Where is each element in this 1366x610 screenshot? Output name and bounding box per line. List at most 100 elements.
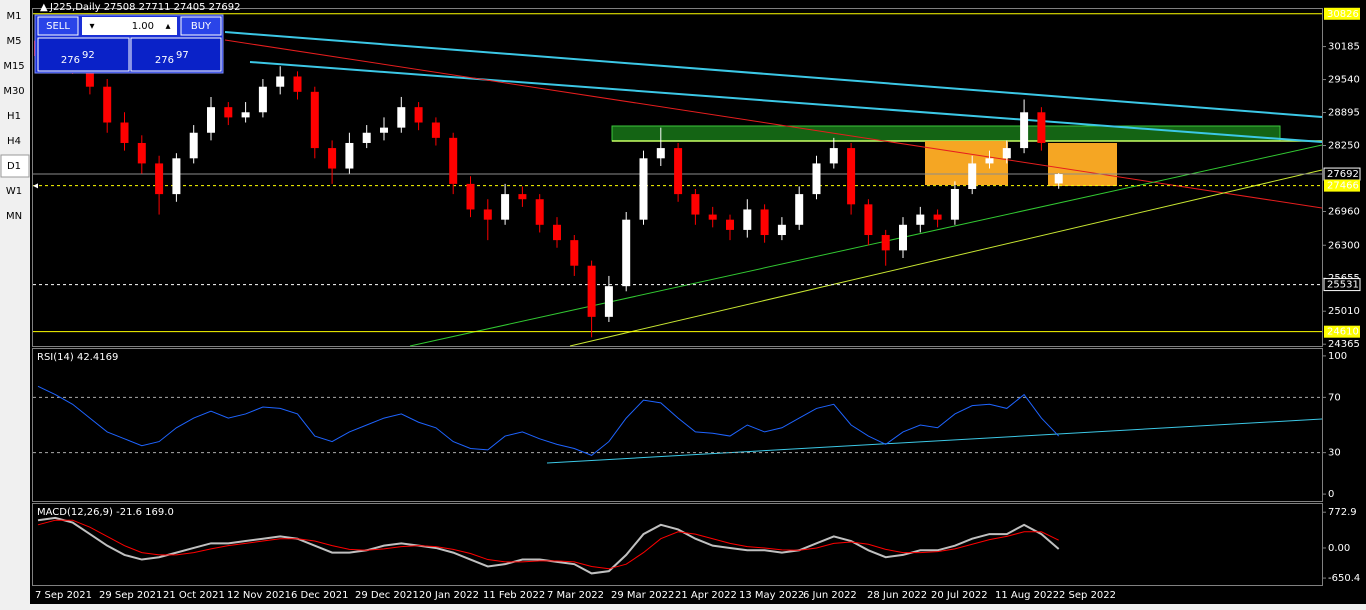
lot-value[interactable]: 1.00 bbox=[132, 21, 154, 32]
level-label: 27466 bbox=[1327, 181, 1359, 192]
trend-line bbox=[249, 61, 1323, 143]
level-label: 27692 bbox=[1327, 169, 1359, 180]
timeframe[interactable]: MN bbox=[6, 211, 22, 222]
candle bbox=[985, 158, 994, 164]
y-tick-label: 28895 bbox=[1328, 108, 1360, 119]
candle bbox=[1037, 112, 1046, 143]
timeframe[interactable]: H1 bbox=[7, 111, 21, 122]
candle bbox=[570, 240, 579, 266]
timeframes: M1 M5 M15 M30 H1 H4 D1 W1 MN bbox=[0, 11, 30, 222]
sell-label[interactable]: SELL bbox=[46, 21, 70, 32]
sell-button[interactable] bbox=[37, 16, 79, 36]
candle bbox=[276, 76, 285, 87]
candle bbox=[224, 107, 233, 118]
sell-price-small: 92 bbox=[82, 50, 95, 61]
candle bbox=[85, 66, 94, 87]
candle bbox=[155, 163, 164, 195]
x-tick-label: 7 Sep 2021 bbox=[35, 590, 92, 601]
candle bbox=[120, 122, 129, 143]
candle bbox=[518, 194, 527, 200]
timeframe[interactable]: D1 bbox=[7, 161, 21, 172]
sell-price-big: 276 bbox=[61, 55, 80, 66]
candle bbox=[812, 163, 821, 195]
x-tick-label: 7 Mar 2022 bbox=[547, 590, 604, 601]
buy-price-box[interactable] bbox=[130, 37, 222, 72]
x-tick-label: 12 Nov 2021 bbox=[227, 590, 291, 601]
y-tick-label: 70 bbox=[1328, 392, 1341, 403]
y-tick-label: 100 bbox=[1328, 351, 1347, 362]
level-label: 24610 bbox=[1327, 327, 1359, 338]
timeframe[interactable]: M30 bbox=[3, 86, 24, 97]
x-tick-label: 6 Dec 2021 bbox=[291, 590, 349, 601]
candle bbox=[466, 183, 475, 210]
candle bbox=[777, 224, 786, 236]
candle bbox=[968, 163, 977, 189]
candle bbox=[1054, 174, 1063, 184]
y-tick-label: 26300 bbox=[1328, 240, 1360, 251]
candle bbox=[691, 194, 700, 215]
candle bbox=[674, 148, 683, 195]
candle bbox=[293, 76, 302, 92]
plot: 3018529540288952825026960263002565525010… bbox=[33, 7, 1361, 601]
series-line bbox=[37, 385, 1060, 456]
buy-price-small: 97 bbox=[176, 50, 189, 61]
lot-down[interactable]: ▾ bbox=[89, 21, 94, 32]
x-tick-label: 28 Jun 2022 bbox=[867, 590, 927, 601]
panel-title: MACD(12,26,9) -21.6 169.0 bbox=[37, 507, 174, 518]
candle bbox=[258, 86, 267, 113]
x-axis-cursor: ◂ bbox=[33, 181, 38, 192]
x-tick-label: 29 Sep 2021 bbox=[99, 590, 162, 601]
timeframe[interactable]: M15 bbox=[3, 61, 24, 72]
y-tick-label: 0.00 bbox=[1328, 543, 1350, 554]
x-tick-label: 20 Jul 2022 bbox=[931, 590, 988, 601]
y-tick-label: 28250 bbox=[1328, 141, 1360, 152]
x-tick-label: 2 Sep 2022 bbox=[1059, 590, 1116, 601]
candle bbox=[310, 91, 319, 149]
rsi-panel bbox=[32, 348, 1323, 502]
timeframe[interactable]: M1 bbox=[7, 11, 22, 22]
candle bbox=[449, 137, 458, 184]
level-tag bbox=[1324, 179, 1360, 192]
candle bbox=[241, 112, 250, 118]
candle bbox=[362, 132, 371, 143]
candle bbox=[414, 107, 423, 123]
candle bbox=[743, 209, 752, 230]
x-tick-label: 21 Apr 2022 bbox=[675, 590, 737, 601]
trade-panel: ▲ J225,Daily 27508 27711 27405 27692 SEL… bbox=[34, 2, 240, 74]
sell-price-box[interactable] bbox=[37, 37, 130, 72]
x-tick-label: 6 Jun 2022 bbox=[803, 590, 857, 601]
candle bbox=[207, 107, 215, 133]
main-panel bbox=[32, 8, 1323, 347]
candle bbox=[328, 148, 337, 169]
candle bbox=[847, 148, 856, 205]
candle bbox=[899, 224, 907, 251]
y-tick-label: 0 bbox=[1328, 489, 1334, 500]
candle bbox=[933, 214, 942, 220]
candle bbox=[189, 132, 198, 159]
y-tick-label: 30 bbox=[1328, 448, 1341, 459]
x-tick-label: 29 Dec 2021 bbox=[355, 590, 419, 601]
macd-panel bbox=[32, 503, 1323, 586]
level-tag bbox=[1324, 7, 1360, 20]
candle bbox=[639, 158, 648, 220]
candle bbox=[380, 127, 388, 133]
trend-line bbox=[546, 418, 1323, 464]
y-tick-label: 772.9 bbox=[1328, 507, 1357, 518]
active-timeframe bbox=[0, 154, 30, 178]
x-tick-label: 11 Feb 2022 bbox=[483, 590, 545, 601]
y-tick-label: 24365 bbox=[1328, 339, 1360, 350]
zone bbox=[611, 125, 1281, 142]
y-tick-label: 26960 bbox=[1328, 206, 1360, 217]
box bbox=[925, 141, 1008, 185]
candle bbox=[604, 286, 613, 317]
buy-button[interactable] bbox=[180, 16, 222, 36]
trend-line bbox=[224, 39, 1323, 209]
trend-line bbox=[409, 144, 1323, 347]
timeframe[interactable]: W1 bbox=[6, 186, 22, 197]
status-strip bbox=[0, 604, 1366, 610]
lot-field[interactable] bbox=[82, 17, 177, 35]
timeframe[interactable]: M5 bbox=[7, 36, 22, 47]
timeframe[interactable]: H4 bbox=[7, 136, 21, 147]
lot-up[interactable]: ▴ bbox=[165, 21, 170, 32]
buy-label[interactable]: BUY bbox=[191, 21, 212, 32]
